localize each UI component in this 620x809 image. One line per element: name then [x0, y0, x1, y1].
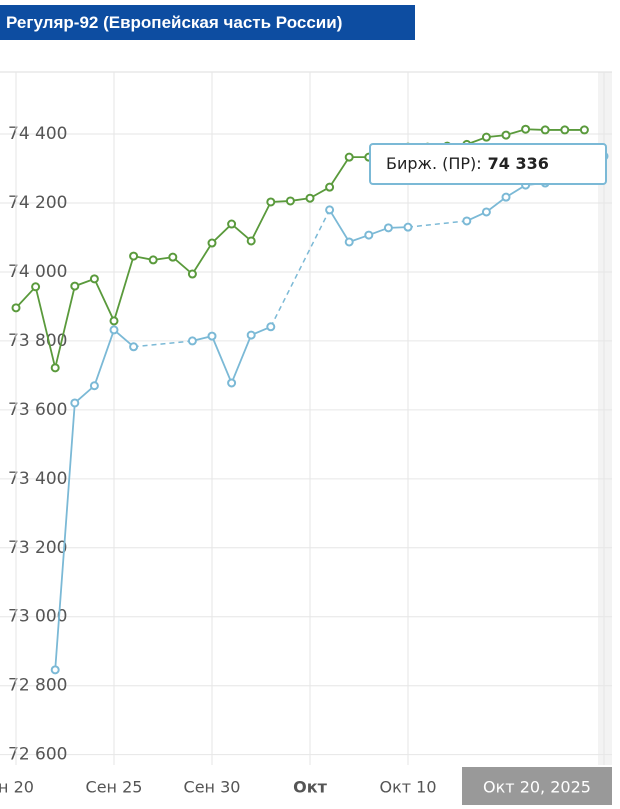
y-tick-label: 73 200 [8, 538, 67, 558]
data-point [383, 223, 393, 233]
data-point [109, 325, 119, 335]
plot-background [0, 72, 612, 765]
x-tick-highlight [462, 767, 612, 805]
data-point [207, 238, 217, 248]
data-point [31, 282, 41, 292]
data-point [403, 222, 413, 232]
scroll-strip [598, 72, 612, 765]
data-point [227, 219, 237, 229]
data-point [462, 216, 472, 226]
data-point [148, 255, 158, 265]
data-point [364, 230, 374, 240]
x-tick-label: Сен 30 [184, 778, 241, 797]
x-tick-label: Окт [293, 778, 327, 797]
data-point [50, 363, 60, 373]
data-point [285, 196, 295, 206]
tooltip-label: Бирж. (ПР): [386, 154, 482, 173]
chart-title: Регуляр-92 (Европейская часть России) [0, 5, 415, 40]
data-point [187, 336, 197, 346]
y-tick-label: 73 000 [8, 607, 67, 627]
gap-connector [407, 220, 467, 228]
tooltip-value: 74 336 [488, 154, 549, 173]
data-point [109, 316, 119, 326]
data-point [325, 205, 335, 215]
data-point [70, 398, 80, 408]
data-point [89, 274, 99, 284]
y-tick-label: 72 800 [8, 676, 67, 696]
gap-connector [133, 340, 193, 348]
y-tick-label: 74 400 [8, 124, 67, 144]
tooltip-text: Бирж. (ПР): 74 336 [386, 154, 549, 173]
data-point [246, 236, 256, 246]
data-point [540, 125, 550, 135]
data-point [344, 152, 354, 162]
data-point [89, 381, 99, 391]
y-tick-label: 74 200 [8, 193, 67, 213]
tooltip-box [369, 143, 607, 185]
data-point [481, 132, 491, 142]
data-point [11, 303, 21, 313]
x-tick-label: Окт 20, 2025 [483, 778, 591, 797]
data-point [521, 124, 531, 134]
data-point [501, 192, 511, 202]
y-tick-label: 74 000 [8, 262, 67, 282]
data-point [50, 665, 60, 675]
y-tick-label: 72 600 [8, 745, 67, 765]
x-tick-label: Сен 25 [86, 778, 143, 797]
data-point [246, 330, 256, 340]
y-tick-label: 73 400 [8, 469, 67, 489]
x-tick-label: Окт 10 [379, 778, 436, 797]
data-point [266, 322, 276, 332]
data-point [344, 237, 354, 247]
data-point [266, 197, 276, 207]
gap-connector [270, 209, 331, 328]
data-point [129, 342, 139, 352]
data-point [207, 331, 217, 341]
data-point [70, 281, 80, 291]
data-point [325, 182, 335, 192]
data-point [187, 269, 197, 279]
data-point [501, 130, 511, 140]
y-tick-label: 73 600 [8, 400, 67, 420]
data-point [305, 193, 315, 203]
data-point [579, 125, 589, 135]
x-tick-label: н 20 [0, 778, 34, 797]
data-point [168, 252, 178, 262]
data-point [129, 251, 139, 261]
y-tick-label: 73 800 [8, 331, 67, 351]
data-point [481, 207, 491, 217]
data-point [227, 378, 237, 388]
data-point [560, 125, 570, 135]
